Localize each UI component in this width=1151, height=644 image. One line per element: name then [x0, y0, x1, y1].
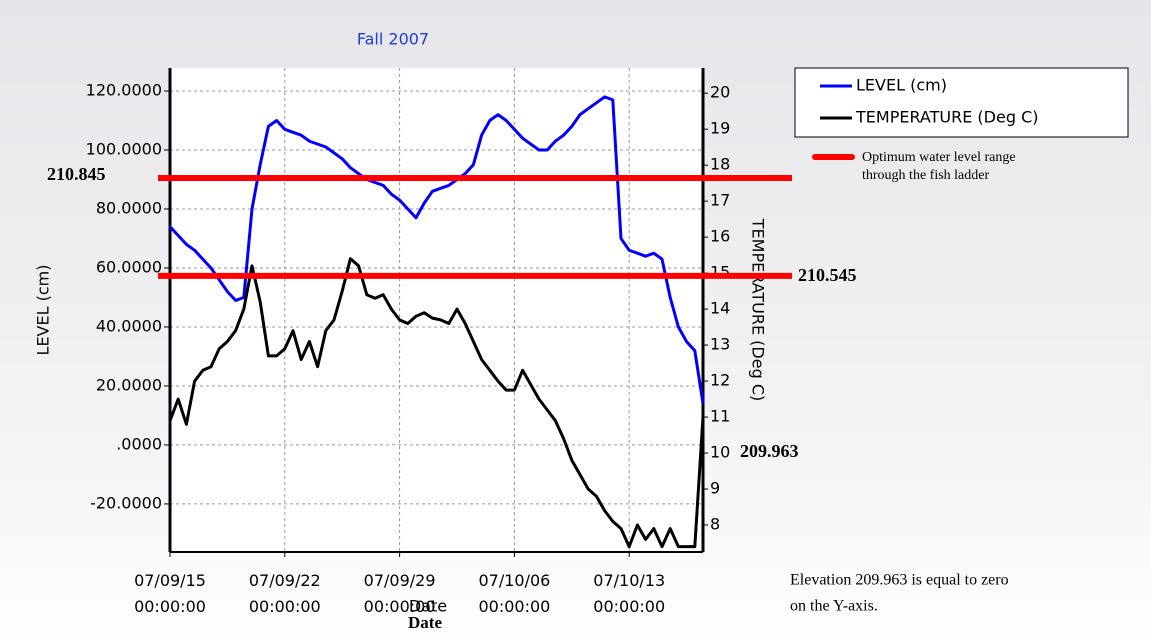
zero-elevation-label: 209.963 — [740, 441, 799, 461]
y2-tick-label: 18 — [710, 155, 730, 174]
y2-tick-label: 8 — [710, 515, 720, 534]
x-tick-label-line: 07/09/15 — [134, 571, 206, 590]
x-tick-label-line: 00:00:00 — [478, 597, 550, 616]
y2-tick-label: 13 — [710, 335, 730, 354]
y2-tick-label: 16 — [710, 227, 730, 246]
y2-tick-label: 14 — [710, 299, 730, 318]
x-tick-label-line: 07/09/29 — [364, 571, 436, 590]
x-axis-label-bold: Date — [408, 613, 442, 632]
x-tick-label-line: 00:00:00 — [134, 597, 206, 616]
x-tick-label: 07/09/22 00:00:00 — [249, 571, 321, 616]
y-tick-label: 40.0000 — [96, 316, 162, 335]
x-tick-label: 07/10/06 00:00:00 — [478, 571, 550, 616]
series-line — [168, 95, 705, 404]
legend-label: LEVEL (cm) — [856, 76, 947, 95]
y-tick-label: 120.0000 — [86, 81, 162, 100]
y-axis-label: LEVEL (cm) — [34, 265, 53, 356]
x-tick-label: 07/10/13 00:00:00 — [593, 571, 665, 616]
y2-tick-label: 10 — [710, 443, 730, 462]
x-tick-label-line: 00:00:00 — [593, 597, 665, 616]
y2-axis-label: TEMPERATURE (Deg C) — [749, 218, 768, 401]
note-line: Elevation 209.963 is equal to zero — [790, 572, 1009, 589]
y2-tick-label: 20 — [710, 83, 730, 102]
y2-tick-label: 17 — [710, 191, 730, 210]
x-tick-label-line: 07/10/13 — [593, 571, 665, 590]
x-tick-label-line: 00:00:00 — [364, 597, 436, 616]
optimum-label: 210.545 — [798, 265, 857, 285]
legend-label: TEMPERATURE (Deg C) — [855, 108, 1038, 127]
plot-area — [170, 68, 703, 552]
x-tick-label: 07/09/29 00:00:00 — [364, 571, 436, 616]
y-tick-label: 100.0000 — [86, 139, 162, 158]
y-tick-label: -20.0000 — [90, 493, 162, 512]
x-tick-label-line: 00:00:00 — [249, 597, 321, 616]
legend-box — [794, 67, 1129, 138]
optimum-label: 210.845 — [47, 164, 106, 184]
y-tick-label: 80.0000 — [96, 198, 162, 217]
note-line: on the Y-axis. — [790, 598, 878, 615]
legend-label: Optimum water level range — [862, 150, 1016, 165]
y-tick-label: .0000 — [116, 434, 162, 453]
x-tick-label: 07/09/15 00:00:00 — [134, 571, 206, 616]
x-tick-label-line: 07/10/06 — [478, 571, 550, 590]
x-tick-label-line: 07/09/22 — [249, 571, 321, 590]
y2-tick-label: 19 — [710, 119, 730, 138]
x-axis-label: Date — [409, 597, 447, 616]
legend-label: through the fish ladder — [862, 168, 989, 183]
y2-tick-label: 9 — [710, 479, 720, 498]
y-tick-label: 20.0000 — [96, 375, 162, 394]
y2-tick-label: 11 — [710, 407, 730, 426]
y-tick-label: 60.0000 — [96, 257, 162, 276]
y2-tick-label: 12 — [710, 371, 730, 390]
series-line — [168, 257, 705, 549]
chart-title: Fall 2007 — [357, 30, 429, 49]
